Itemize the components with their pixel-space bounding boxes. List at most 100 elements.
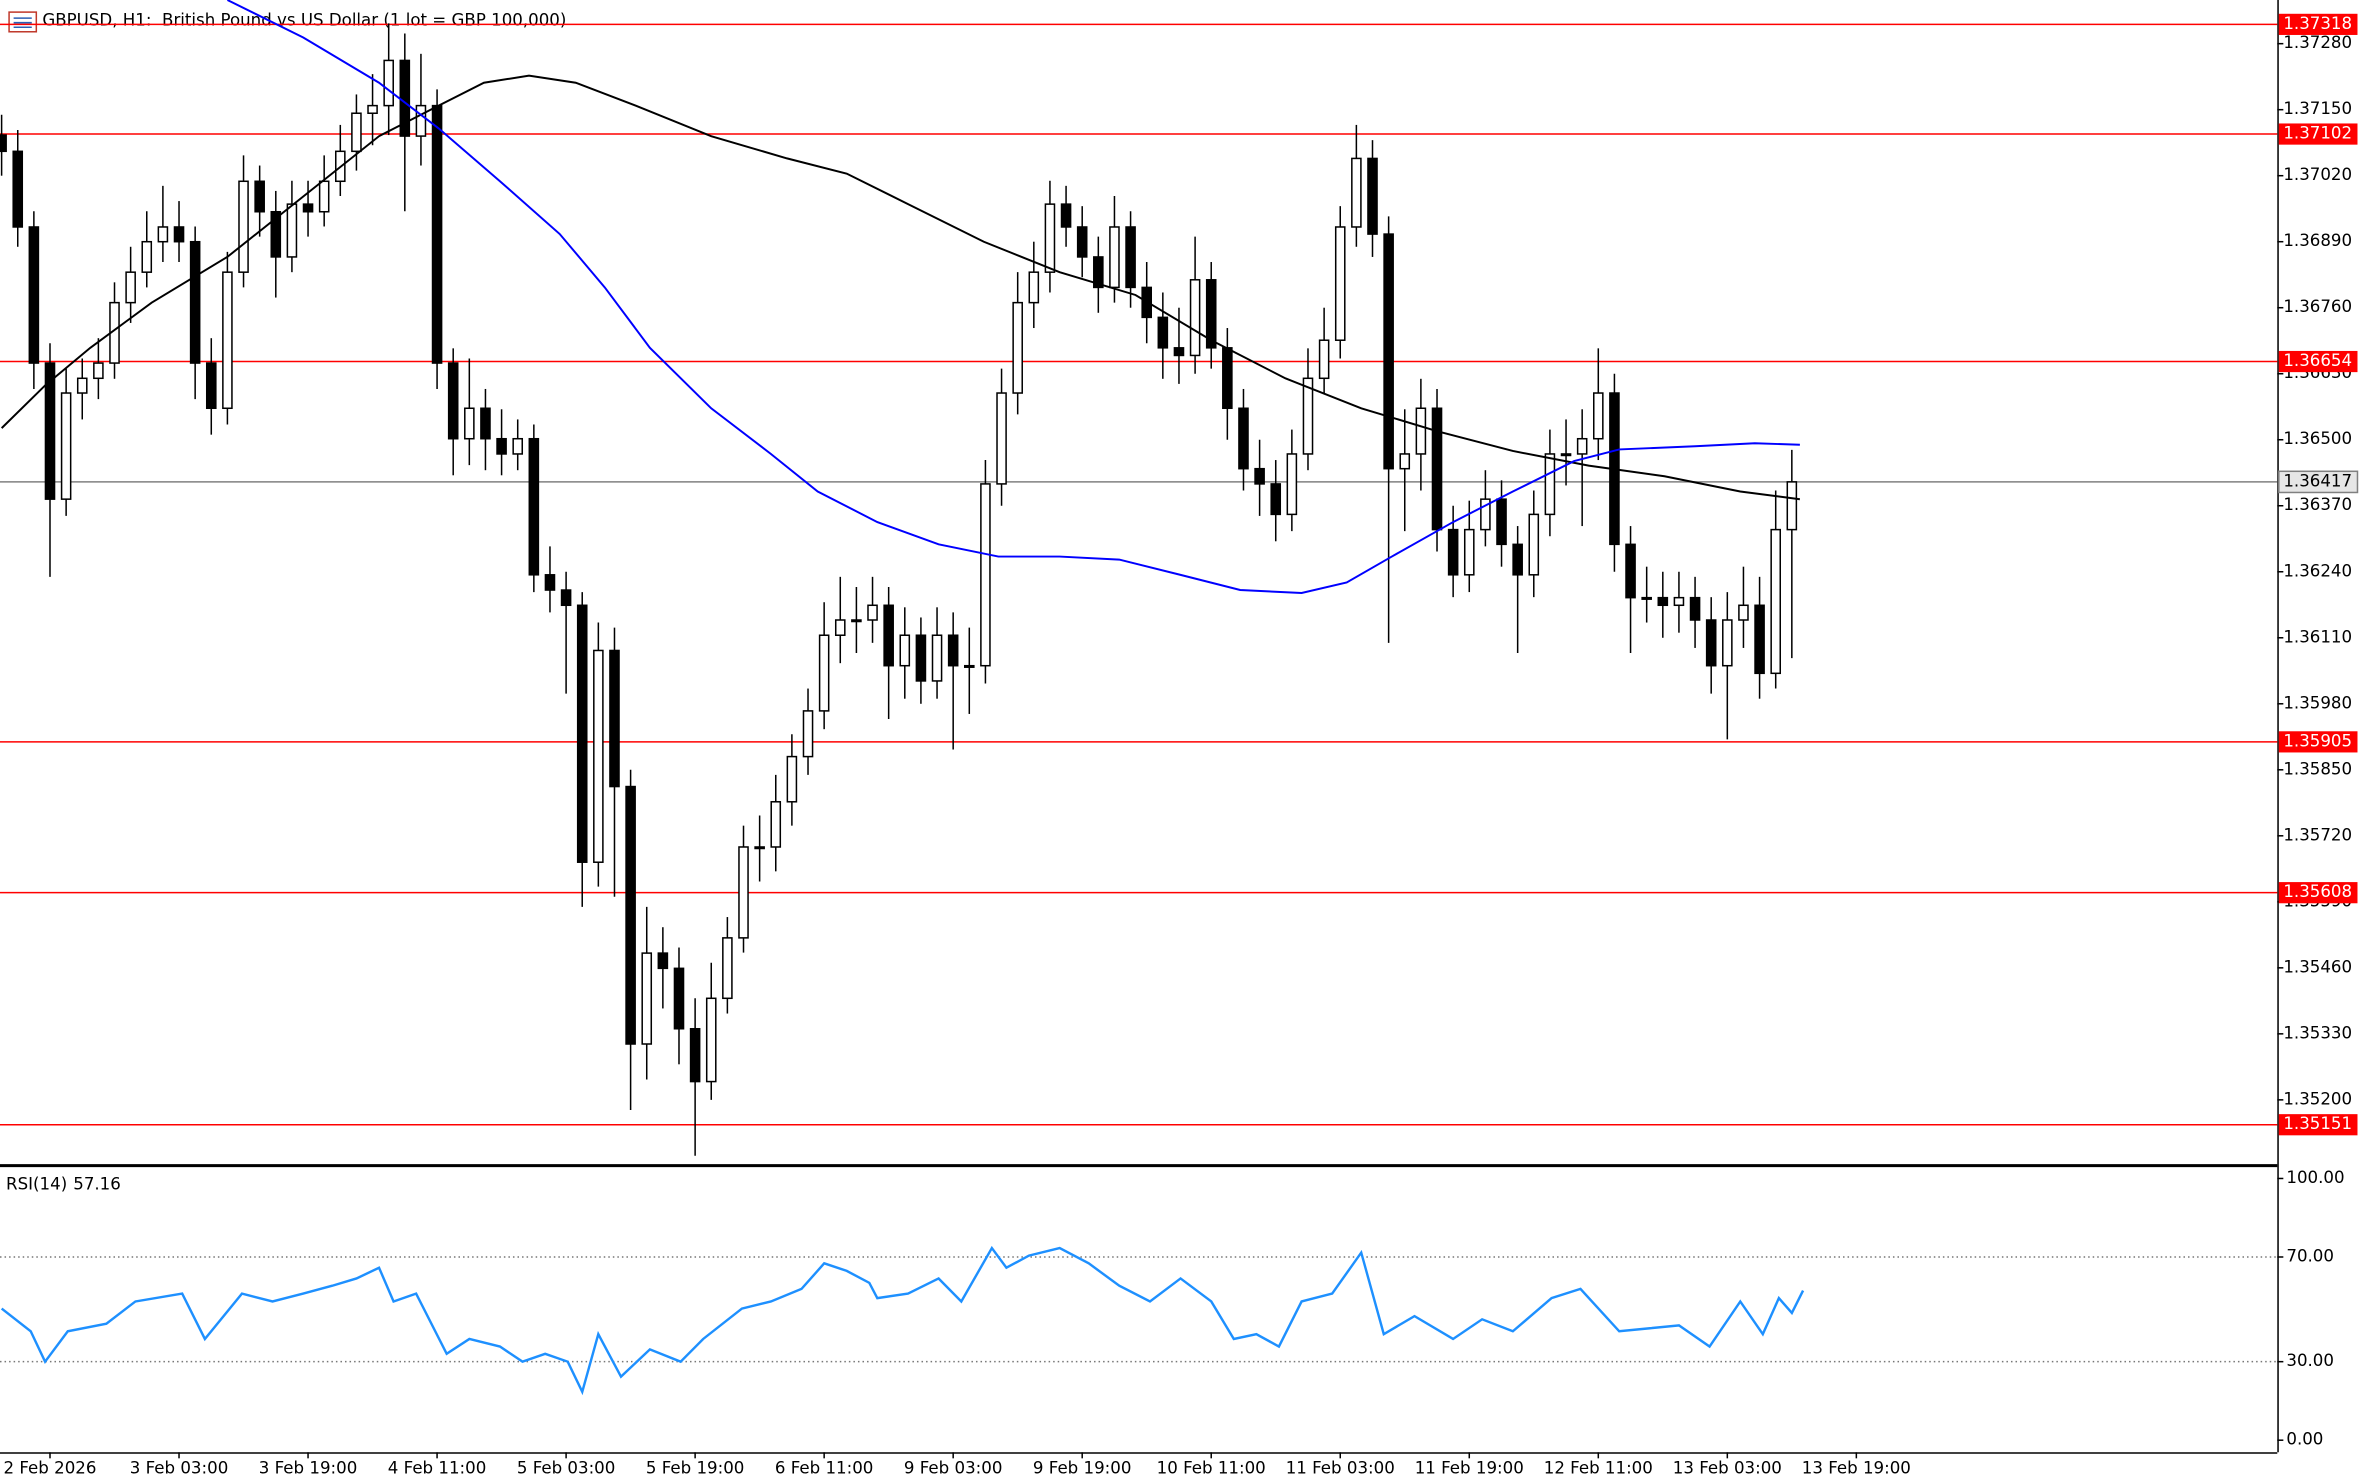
y-tick-label: 1.37280 xyxy=(2283,33,2352,52)
level-label-box xyxy=(2278,731,2358,753)
candle-body xyxy=(931,634,943,682)
candle-body xyxy=(1109,226,1120,289)
level-label-box xyxy=(2278,123,2358,145)
candle-body xyxy=(786,755,798,803)
level-label: 1.35151 xyxy=(2283,1114,2352,1133)
candle-body xyxy=(851,619,862,623)
candle-body xyxy=(560,589,572,607)
rsi-y-tick-label: 30.00 xyxy=(2286,1351,2334,1370)
x-tick-label: 9 Feb 19:00 xyxy=(1033,1458,1132,1477)
candle-body xyxy=(318,180,330,213)
candle-body xyxy=(270,210,282,258)
candle-body xyxy=(1302,377,1314,455)
candle-body xyxy=(1447,528,1459,576)
candle-body xyxy=(351,112,362,153)
candle-body xyxy=(1076,226,1088,258)
level-label: 1.37318 xyxy=(2283,14,2352,33)
rsi-title: RSI(14) 57.16 xyxy=(6,1174,121,1193)
price-label: 1.36417 xyxy=(2283,471,2352,490)
candle-body xyxy=(1625,543,1636,599)
x-tick-label: 3 Feb 19:00 xyxy=(259,1458,358,1477)
candle-body xyxy=(286,203,298,258)
candle-body xyxy=(802,710,814,758)
candle-body xyxy=(367,104,378,114)
candle-body xyxy=(302,203,314,213)
rsi-y-tick-label: 0.00 xyxy=(2286,1430,2323,1449)
candle-body xyxy=(141,240,153,273)
candle-body xyxy=(1480,498,1491,531)
candle-body xyxy=(1189,279,1201,357)
candle-body xyxy=(447,362,459,440)
candle-body xyxy=(899,634,911,667)
symbol-icon xyxy=(8,11,38,33)
y-tick-label: 1.35200 xyxy=(2283,1089,2352,1108)
candle-body xyxy=(818,634,830,712)
candle-body xyxy=(1173,347,1185,357)
candle-body xyxy=(867,604,878,621)
y-tick-label: 1.36500 xyxy=(2283,429,2352,448)
candle-body xyxy=(722,937,733,1000)
candle-body xyxy=(738,846,749,939)
candle-body xyxy=(625,785,636,1045)
candle-body xyxy=(1431,407,1443,531)
candle-body xyxy=(883,604,894,667)
y-tick-label: 1.36760 xyxy=(2283,297,2352,316)
y-tick-label: 1.35460 xyxy=(2283,957,2352,976)
candle-body xyxy=(44,362,56,500)
candle-body xyxy=(657,952,669,970)
x-tick-label: 4 Feb 11:00 xyxy=(388,1458,487,1477)
candle-body xyxy=(964,664,975,668)
candle-body xyxy=(915,634,927,682)
x-tick-label: 12 Feb 11:00 xyxy=(1544,1458,1653,1477)
candle-body xyxy=(1254,467,1265,485)
candle-body xyxy=(189,240,201,364)
candle-body xyxy=(947,634,959,667)
rsi-line xyxy=(0,1245,1805,1396)
candle-body xyxy=(754,846,765,850)
candle-body xyxy=(1318,339,1330,380)
candle-body xyxy=(1415,407,1427,455)
candle-body xyxy=(1689,596,1701,621)
candle-body xyxy=(1125,226,1136,289)
candle-body xyxy=(1044,203,1056,273)
candle-body xyxy=(12,150,24,228)
level-label-box xyxy=(2278,882,2358,904)
candle-body xyxy=(1560,453,1572,457)
x-tick-label: 5 Feb 19:00 xyxy=(646,1458,745,1477)
candle-body xyxy=(1270,483,1282,516)
x-tick-label: 11 Feb 19:00 xyxy=(1415,1458,1524,1477)
candle-body xyxy=(528,437,540,576)
candle-body xyxy=(205,362,217,410)
candle-body xyxy=(496,437,507,455)
rsi-value: 57.16 xyxy=(73,1174,121,1193)
candle-body xyxy=(125,271,136,304)
candle-body xyxy=(1786,481,1798,531)
candle-body xyxy=(673,967,685,1030)
candle-body xyxy=(431,104,443,364)
candle-body xyxy=(464,407,475,440)
y-tick-label: 1.37020 xyxy=(2283,165,2352,184)
candle-body xyxy=(1463,528,1475,576)
candle-body xyxy=(1544,453,1556,516)
candle-body xyxy=(1286,453,1298,516)
y-tick-label: 1.36370 xyxy=(2283,495,2352,514)
candle-body xyxy=(173,226,185,243)
price-label-box xyxy=(2278,470,2359,494)
candle-body xyxy=(383,59,394,107)
y-tick-label: 1.35980 xyxy=(2283,693,2352,712)
chart-title: GBPUSD, H1: British Pound vs US Dollar (… xyxy=(42,11,566,30)
moving-average xyxy=(0,74,1801,501)
level-label-box xyxy=(2278,13,2358,35)
candle-body xyxy=(1738,604,1749,621)
level-label: 1.36654 xyxy=(2283,351,2352,370)
candle-body xyxy=(1754,604,1765,675)
candle-body xyxy=(222,271,233,410)
candle-body xyxy=(544,574,556,591)
candle-body xyxy=(980,483,991,667)
candle-body xyxy=(1093,256,1104,289)
rsi-y-tick-label: 100.00 xyxy=(2286,1168,2344,1187)
candle-body xyxy=(576,604,588,863)
candle-body xyxy=(1367,157,1378,235)
candle-body xyxy=(0,134,7,153)
